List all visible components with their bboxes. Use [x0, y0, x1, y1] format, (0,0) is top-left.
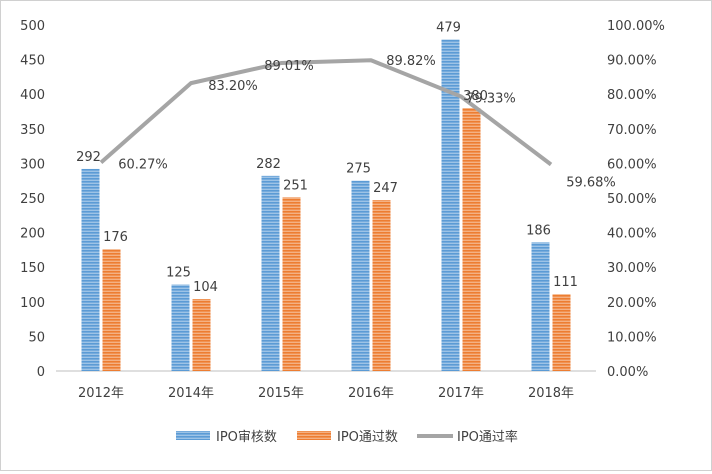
y-right-tick-label: 40.00% — [607, 227, 657, 242]
line-layer — [99, 58, 553, 167]
data-label-pass-rate: 79.33% — [466, 92, 516, 107]
bar-ipo-reviewed — [81, 168, 100, 371]
data-label-reviewed: 186 — [526, 223, 551, 238]
x-tick-label: 2014年 — [168, 386, 214, 401]
bar-ipo-passed — [372, 200, 391, 371]
bar-ipo-reviewed — [441, 39, 460, 371]
y-right-tick-label: 60.00% — [607, 157, 657, 172]
data-label-pass-rate: 59.68% — [566, 176, 616, 191]
data-label-reviewed: 125 — [166, 266, 191, 281]
y-left-tick-label: 150 — [20, 261, 45, 276]
legend-item-pass-rate: IPO通过率 — [417, 429, 518, 445]
axes-layer: 0 50 100 150 200 250 300 350 400 450 500 0.00% 10.00… — [20, 19, 665, 401]
y-right-tick-label: 20.00% — [607, 296, 657, 311]
y-right-tick-label: 50.00% — [607, 192, 657, 207]
y-left-tick-label: 0 — [37, 365, 45, 380]
x-tick-label: 2015年 — [258, 386, 304, 401]
bar-ipo-passed — [552, 294, 571, 371]
line-ipo-pass-rate — [99, 58, 553, 167]
data-label-passed: 176 — [103, 230, 128, 245]
legend-swatch — [297, 431, 331, 440]
y-right-tick-label: 80.00% — [607, 88, 657, 103]
y-right-tick-label: 10.00% — [607, 330, 657, 345]
y-left-tick-label: 200 — [20, 227, 45, 242]
y-left-tick-label: 250 — [20, 192, 45, 207]
y-left-tick-label: 500 — [20, 19, 45, 34]
y-right-tick-label: 100.00% — [607, 19, 665, 34]
data-label-pass-rate: 89.01% — [264, 59, 314, 74]
data-label-reviewed: 282 — [256, 157, 281, 172]
data-label-passed: 111 — [553, 275, 578, 290]
y-left-tick-label: 300 — [20, 157, 45, 172]
data-label-passed: 251 — [283, 178, 308, 193]
legend-label: IPO通过数 — [337, 430, 398, 445]
bar-ipo-passed — [192, 299, 211, 371]
bar-ipo-reviewed — [171, 284, 190, 371]
data-label-reviewed: 275 — [346, 162, 371, 177]
bar-ipo-passed — [102, 249, 121, 371]
y-right-tick-label: 0.00% — [607, 365, 648, 380]
y-left-tick-label: 100 — [20, 296, 45, 311]
x-tick-label: 2018年 — [528, 386, 574, 401]
data-label-reviewed: 479 — [436, 21, 461, 36]
legend-item-reviewed: IPO审核数 — [176, 430, 277, 445]
data-label-passed: 247 — [373, 181, 398, 196]
y-right-tick-label: 30.00% — [607, 261, 657, 276]
y-right-tick-label: 90.00% — [607, 54, 657, 69]
legend-swatch — [176, 431, 210, 440]
bar-ipo-reviewed — [261, 175, 280, 371]
x-tick-label: 2017年 — [438, 386, 484, 401]
x-tick-label: 2012年 — [78, 386, 124, 401]
bar-ipo-passed — [462, 108, 481, 371]
data-label-pass-rate: 83.20% — [208, 79, 258, 94]
data-label-pass-rate: 89.82% — [386, 54, 436, 69]
y-left-tick-label: 350 — [20, 123, 45, 138]
bar-ipo-passed — [282, 197, 301, 371]
legend-item-passed: IPO通过数 — [297, 430, 398, 445]
data-labels-layer: 292 125 282 275 479 186 176 104 251 247 380 111 60.2… — [76, 21, 616, 296]
legend-label: IPO审核数 — [216, 430, 277, 445]
y-right-tick-label: 70.00% — [607, 123, 657, 138]
legend: IPO审核数 IPO通过数 IPO通过率 — [176, 429, 518, 445]
y-left-tick-label: 50 — [28, 330, 45, 345]
data-label-passed: 104 — [193, 280, 218, 295]
data-label-passed: 380 — [463, 89, 488, 104]
bars-layer — [81, 39, 571, 371]
y-left-tick-label: 400 — [20, 88, 45, 103]
bar-ipo-reviewed — [531, 242, 550, 371]
y-left-tick-label: 450 — [20, 54, 45, 69]
data-label-pass-rate: 60.27% — [118, 157, 168, 172]
data-label-reviewed: 292 — [76, 150, 101, 165]
x-tick-label: 2016年 — [348, 386, 394, 401]
bar-ipo-reviewed — [351, 180, 370, 371]
legend-label: IPO通过率 — [457, 429, 518, 445]
